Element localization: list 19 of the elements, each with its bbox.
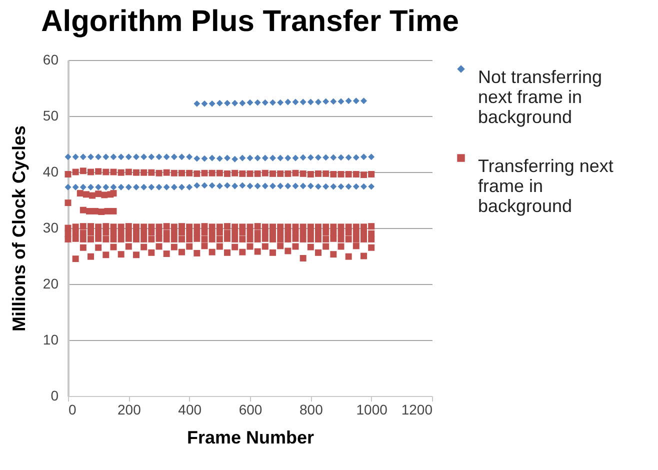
x-tick-label: 800	[299, 402, 324, 418]
x-tick-label: 400	[178, 402, 202, 418]
legend-label: Not transferring next frame in background	[478, 67, 602, 127]
y-tick-label: 40	[42, 164, 59, 180]
x-tick-label: 200	[117, 402, 142, 418]
chart-title: Algorithm Plus Transfer Time	[41, 5, 459, 38]
legend-label: Transferring next frame in background	[478, 156, 614, 216]
x-tick-label: 0	[68, 402, 76, 418]
x-axis-title: Frame Number	[186, 428, 314, 448]
y-tick-label: 30	[42, 220, 59, 236]
y-tick-label: 0	[50, 388, 59, 404]
y-tick-label: 10	[42, 332, 59, 348]
y-tick-label: 20	[42, 276, 59, 292]
x-tick-label: 1200	[401, 402, 433, 418]
y-axis-title: Millions of Clock Cycles	[8, 125, 29, 332]
x-tick-label: 1000	[356, 402, 388, 418]
y-tick-label: 50	[42, 108, 59, 124]
x-tick-label: 600	[238, 402, 262, 418]
y-tick-label: 60	[42, 52, 59, 68]
